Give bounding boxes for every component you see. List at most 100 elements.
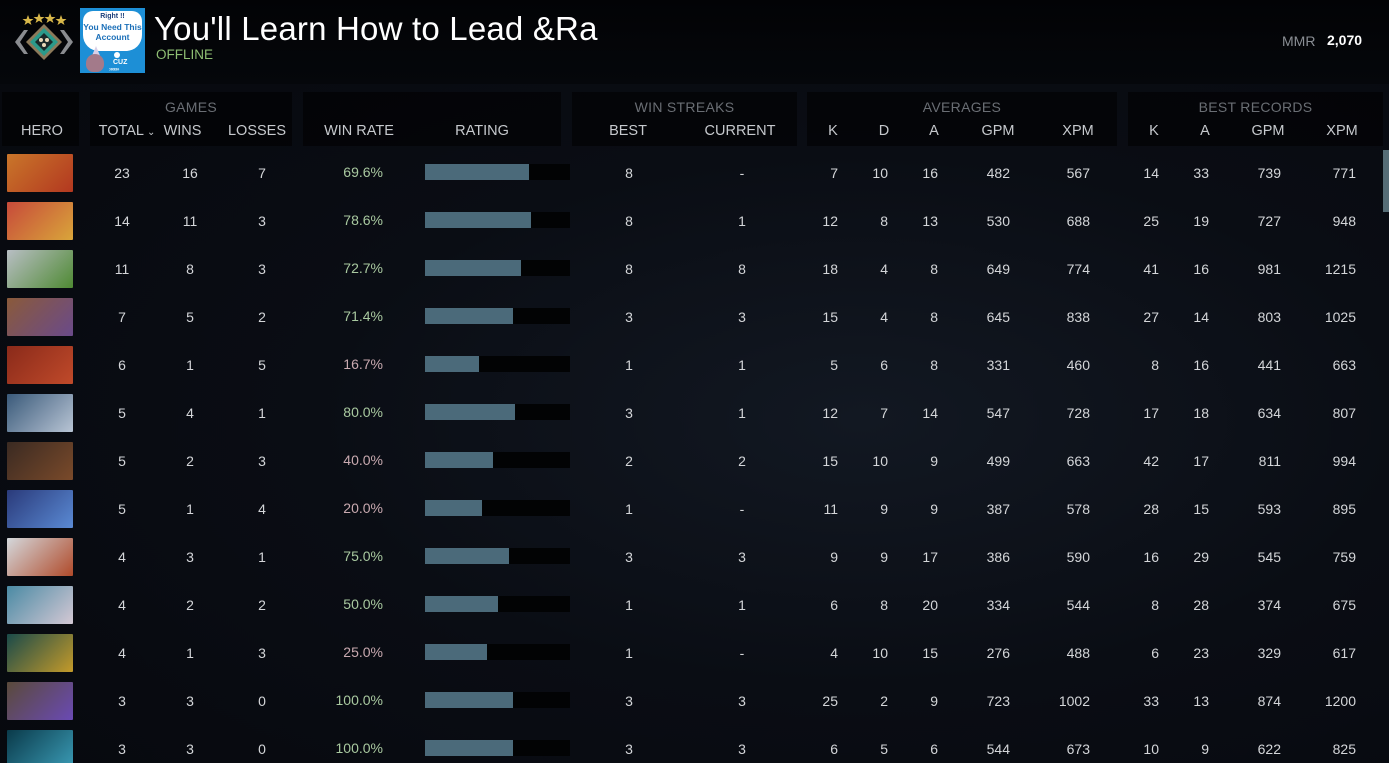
cell-wins: 3 xyxy=(186,693,194,709)
cell-streak-current: 2 xyxy=(738,453,746,469)
hero-portrait[interactable] xyxy=(7,154,73,192)
table-row[interactable]: 11 8 3 72.7% 8 8 18 4 8 649 774 41 16 98… xyxy=(0,246,1380,294)
table-row[interactable]: 3 3 0 100.0% 3 3 6 5 6 544 673 10 9 622 … xyxy=(0,726,1380,763)
hero-portrait[interactable] xyxy=(7,394,73,432)
hero-portrait[interactable] xyxy=(7,298,73,336)
cell-avg-d: 9 xyxy=(880,501,888,517)
scrollbar-thumb[interactable] xyxy=(1383,150,1389,212)
hero-portrait[interactable] xyxy=(7,490,73,528)
cell-losses: 3 xyxy=(258,261,266,277)
hero-portrait[interactable] xyxy=(7,586,73,624)
cell-streak-current: 8 xyxy=(738,261,746,277)
player-avatar[interactable]: Right !! You Need This Account CUZ »»»» xyxy=(80,8,145,73)
hero-portrait[interactable] xyxy=(7,250,73,288)
cell-avg-a: 8 xyxy=(930,357,938,373)
cell-wins: 2 xyxy=(186,453,194,469)
col-avg-xpm[interactable]: XPM xyxy=(1062,123,1094,139)
cell-avg-xpm: 774 xyxy=(1066,261,1090,277)
rating-bar xyxy=(425,644,570,660)
cell-best-xpm: 1215 xyxy=(1324,261,1356,277)
cell-avg-gpm: 482 xyxy=(986,165,1010,181)
hero-portrait[interactable] xyxy=(7,202,73,240)
hat-icon xyxy=(91,46,101,58)
rating-bar xyxy=(425,452,570,468)
cell-avg-d: 4 xyxy=(880,261,888,277)
cell-streak-best: 3 xyxy=(625,405,633,421)
table-row[interactable]: 23 16 7 69.6% 8 - 7 10 16 482 567 14 33 … xyxy=(0,150,1380,198)
cell-avg-a: 9 xyxy=(930,453,938,469)
col-win-rate[interactable]: WIN RATE xyxy=(324,123,394,139)
table-row[interactable]: 4 3 1 75.0% 3 3 9 9 17 386 590 16 29 545… xyxy=(0,534,1380,582)
cell-avg-k: 18 xyxy=(822,261,838,277)
cell-streak-best: 8 xyxy=(625,213,633,229)
table-row[interactable]: 5 4 1 80.0% 3 1 12 7 14 547 728 17 18 63… xyxy=(0,390,1380,438)
table-row[interactable]: 4 1 3 25.0% 1 - 4 10 15 276 488 6 23 329… xyxy=(0,630,1380,678)
cell-streak-current: 1 xyxy=(738,357,746,373)
cell-avg-gpm: 649 xyxy=(986,261,1010,277)
table-row[interactable]: 6 1 5 16.7% 1 1 5 6 8 331 460 8 16 441 6… xyxy=(0,342,1380,390)
cell-avg-k: 25 xyxy=(822,693,838,709)
mmr-value: 2,070 xyxy=(1327,32,1363,48)
cell-best-a: 17 xyxy=(1193,453,1209,469)
col-total[interactable]: TOTAL ⌄ xyxy=(92,123,162,139)
cell-best-k: 33 xyxy=(1143,693,1159,709)
cell-streak-current: 3 xyxy=(738,693,746,709)
cell-avg-k: 12 xyxy=(822,405,838,421)
cell-streak-current: 3 xyxy=(738,741,746,757)
games-header-panel xyxy=(90,92,292,146)
cell-avg-a: 14 xyxy=(922,405,938,421)
cell-total: 3 xyxy=(118,741,126,757)
cell-avg-gpm: 645 xyxy=(986,309,1010,325)
hero-portrait[interactable] xyxy=(7,538,73,576)
cell-avg-d: 5 xyxy=(880,741,888,757)
col-hero[interactable]: HERO xyxy=(21,123,63,139)
hero-portrait[interactable] xyxy=(7,730,73,763)
cell-best-gpm: 634 xyxy=(1257,405,1281,421)
cell-avg-xpm: 1002 xyxy=(1058,693,1090,709)
hero-portrait[interactable] xyxy=(7,346,73,384)
col-best-xpm[interactable]: XPM xyxy=(1326,123,1358,139)
rating-bar-fill xyxy=(425,356,479,372)
table-row[interactable]: 5 1 4 20.0% 1 - 11 9 9 387 578 28 15 593… xyxy=(0,486,1380,534)
col-wins[interactable]: WINS xyxy=(163,123,202,139)
col-rating[interactable]: RATING xyxy=(455,123,509,139)
col-streak-current[interactable]: CURRENT xyxy=(704,123,776,139)
col-best-a[interactable]: A xyxy=(1200,123,1210,139)
table-row[interactable]: 7 5 2 71.4% 3 3 15 4 8 645 838 27 14 803… xyxy=(0,294,1380,342)
col-best-k[interactable]: K xyxy=(1149,123,1159,139)
hero-portrait[interactable] xyxy=(7,682,73,720)
hero-portrait[interactable] xyxy=(7,442,73,480)
cell-best-gpm: 803 xyxy=(1257,309,1281,325)
col-streak-best[interactable]: BEST xyxy=(609,123,647,139)
cell-win-rate: 100.0% xyxy=(335,692,383,708)
cell-best-k: 8 xyxy=(1151,597,1159,613)
cell-avg-a: 9 xyxy=(930,693,938,709)
cell-best-k: 14 xyxy=(1143,165,1159,181)
rating-bar xyxy=(425,596,570,612)
cell-win-rate: 16.7% xyxy=(343,356,383,372)
cell-avg-xpm: 673 xyxy=(1066,741,1090,757)
col-best-gpm[interactable]: GPM xyxy=(1251,123,1285,139)
cell-avg-d: 8 xyxy=(880,213,888,229)
col-avg-k[interactable]: K xyxy=(828,123,838,139)
cell-avg-gpm: 547 xyxy=(986,405,1010,421)
cell-total: 11 xyxy=(114,261,130,277)
table-row[interactable]: 3 3 0 100.0% 3 3 25 2 9 723 1002 33 13 8… xyxy=(0,678,1380,726)
cell-win-rate: 25.0% xyxy=(343,644,383,660)
cell-best-gpm: 739 xyxy=(1257,165,1281,181)
cell-avg-d: 6 xyxy=(880,357,888,373)
col-losses[interactable]: LOSSES xyxy=(227,123,287,139)
col-avg-a[interactable]: A xyxy=(929,123,939,139)
cell-streak-current: - xyxy=(739,165,745,181)
table-row[interactable]: 4 2 2 50.0% 1 1 6 8 20 334 544 8 28 374 … xyxy=(0,582,1380,630)
cell-avg-a: 15 xyxy=(922,645,938,661)
table-row[interactable]: 14 11 3 78.6% 8 1 12 8 13 530 688 25 19 … xyxy=(0,198,1380,246)
col-avg-gpm[interactable]: GPM xyxy=(981,123,1015,139)
cell-avg-gpm: 386 xyxy=(986,549,1010,565)
cell-total: 6 xyxy=(118,357,126,373)
cell-avg-gpm: 530 xyxy=(986,213,1010,229)
col-avg-d[interactable]: D xyxy=(878,123,890,139)
hero-portrait[interactable] xyxy=(7,634,73,672)
player-name[interactable]: You'll Learn How to Lead &Ra xyxy=(154,10,598,47)
table-row[interactable]: 5 2 3 40.0% 2 2 15 10 9 499 663 42 17 81… xyxy=(0,438,1380,486)
